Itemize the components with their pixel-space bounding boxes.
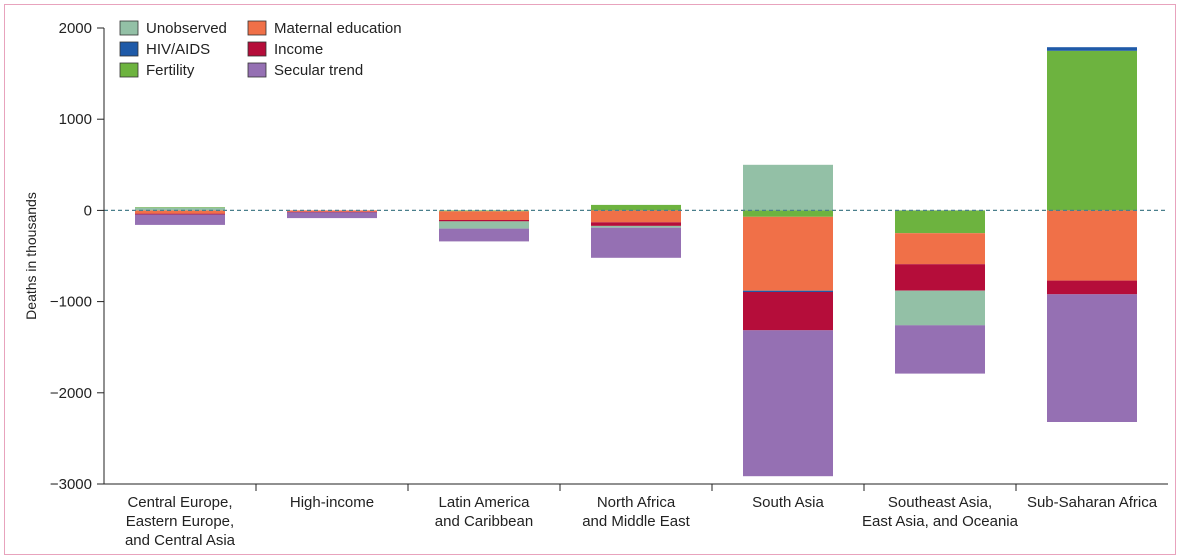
legend-swatch	[119, 20, 139, 36]
legend-swatch	[119, 41, 139, 57]
bar-segment	[895, 290, 985, 326]
bar-segment	[743, 164, 833, 211]
bar-segment	[1047, 47, 1137, 51]
bar-segment	[1047, 210, 1137, 281]
y-tick-label: −3000	[50, 476, 92, 493]
y-tick-label: 1000	[59, 111, 92, 128]
bar-segment	[591, 225, 681, 228]
x-category-label: South Asia	[752, 494, 824, 511]
legend-label: Fertility	[146, 62, 195, 79]
bar-segment	[743, 210, 833, 217]
legend-swatch	[247, 62, 267, 78]
bars	[135, 47, 1137, 477]
bar-segment	[743, 292, 833, 331]
x-category-label: and Central Asia	[125, 532, 236, 549]
legend-label: Maternal education	[274, 20, 402, 37]
chart-frame	[4, 4, 1176, 555]
bar-segment	[439, 221, 529, 229]
x-category-label: Eastern Europe,	[126, 513, 234, 530]
bar-segment	[591, 204, 681, 211]
bar-segment	[591, 222, 681, 226]
bar-segment	[743, 330, 833, 477]
bar-segment	[743, 290, 833, 293]
x-category-label: Southeast Asia,	[888, 494, 992, 511]
legend-swatch	[247, 20, 267, 36]
bar-segment	[287, 210, 377, 212]
y-tick-label: 0	[84, 202, 92, 219]
bar-segment	[135, 207, 225, 211]
bar-segment	[895, 325, 985, 374]
legend: Unobserved HIV/AIDS Fertility Maternal educ…	[119, 20, 402, 79]
legend-label: Income	[274, 41, 323, 58]
bar-segment	[1047, 50, 1137, 211]
bar-segment	[439, 220, 529, 222]
bar-segment	[1047, 280, 1137, 295]
x-category-label: Latin America	[439, 494, 531, 511]
x-category-label: and Middle East	[582, 513, 690, 530]
bar-segment	[895, 264, 985, 291]
bar-segment	[135, 207, 225, 208]
bar-segment	[1047, 294, 1137, 422]
bar-segment	[743, 216, 833, 291]
y-tick-label: −2000	[50, 385, 92, 402]
x-category-label: Sub-Saharan Africa	[1027, 494, 1158, 511]
legend-swatch	[119, 62, 139, 78]
x-category-label: North Africa	[597, 494, 676, 511]
y-axis-title: Deaths in thousands	[23, 192, 39, 320]
bar-segment	[135, 210, 225, 214]
bar-segment	[895, 210, 985, 234]
bar-segment	[135, 213, 225, 215]
bar-segment	[591, 227, 681, 258]
legend-label: Secular trend	[274, 62, 363, 79]
bar-segment	[591, 210, 681, 223]
bar-segment	[287, 212, 377, 219]
x-category-label: East Asia, and Oceania	[862, 513, 1019, 530]
x-category-label: and Caribbean	[435, 513, 533, 530]
legend-label: Unobserved	[146, 20, 227, 37]
bar-segment	[895, 233, 985, 265]
bar-segment	[135, 214, 225, 225]
x-category-label: Central Europe,	[127, 494, 232, 511]
y-tick-label: 2000	[59, 20, 92, 37]
y-tick-label: −1000	[50, 294, 92, 311]
x-category-label: High-income	[290, 494, 374, 511]
legend-label: HIV/AIDS	[146, 41, 210, 58]
legend-swatch	[247, 41, 267, 57]
bar-segment	[439, 211, 529, 220]
bar-segment	[439, 228, 529, 242]
axes: 2000 1000 0 −1000 −2000 −3000 Central Europe, E…	[50, 20, 1168, 549]
